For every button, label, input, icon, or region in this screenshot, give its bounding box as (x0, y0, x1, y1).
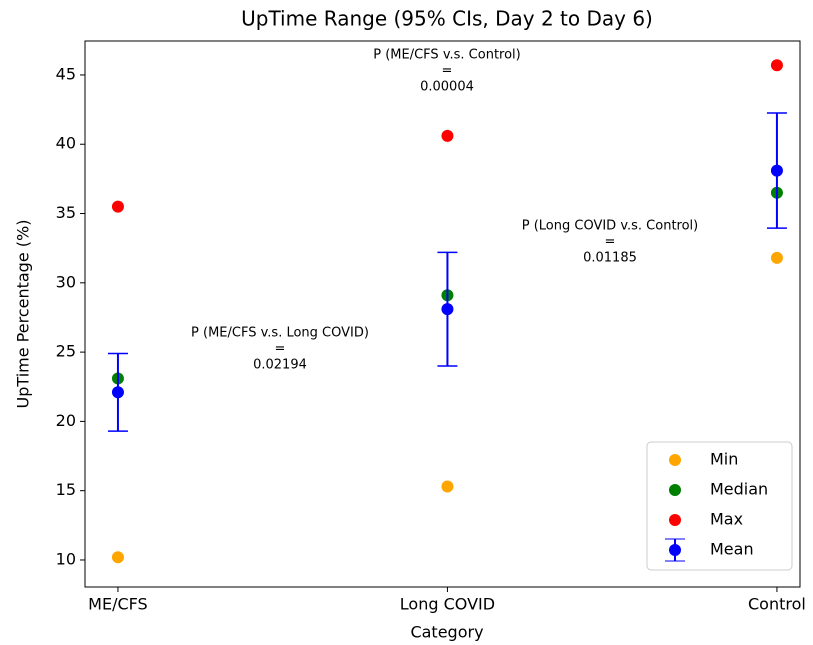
legend-box (646, 441, 793, 571)
y-tick-label: 15 (56, 480, 76, 499)
legend-label: Median (710, 480, 768, 499)
legend-marker (669, 484, 681, 496)
y-tick-label: 40 (56, 134, 76, 153)
annotation: 0.00004 (420, 80, 474, 95)
point (770, 164, 783, 177)
annotation: P (ME/CFS v.s. Long COVID) (191, 326, 369, 341)
y-tick-label: 25 (56, 342, 76, 361)
annotation: 0.02194 (253, 358, 307, 373)
point (770, 59, 783, 72)
annotation: = (605, 235, 616, 250)
x-tick-label: Control (748, 595, 806, 614)
point (441, 129, 454, 142)
legend-label: Min (710, 450, 738, 469)
plot-frame (84, 40, 801, 588)
chart-title: UpTime Range (95% CIs, Day 2 to Day 6) (241, 7, 653, 31)
x-tick-label: ME/CFS (88, 595, 148, 614)
y-tick-label: 30 (56, 272, 76, 291)
x-tick-label: Long COVID (400, 595, 495, 614)
point (441, 303, 454, 316)
annotation: = (275, 342, 286, 357)
y-tick-label: 10 (56, 549, 76, 568)
point (441, 480, 454, 493)
y-axis-label: UpTime Percentage (%) (14, 220, 33, 409)
y-tick-label: 45 (56, 64, 76, 83)
legend-label: Mean (710, 540, 754, 559)
point (111, 551, 124, 564)
y-tick-label: 20 (56, 411, 76, 430)
annotation: 0.01185 (583, 251, 637, 266)
x-axis-label: Category (410, 623, 483, 642)
legend-marker (669, 514, 681, 526)
point (111, 200, 124, 213)
annotation: P (Long COVID v.s. Control) (522, 219, 699, 234)
legend-label: Max (710, 510, 743, 529)
annotation: = (442, 64, 453, 79)
point (770, 251, 783, 264)
legend-marker (669, 454, 681, 466)
point (111, 386, 124, 399)
legend-marker (669, 544, 681, 556)
annotation: P (ME/CFS v.s. Control) (373, 48, 520, 63)
y-tick-label: 35 (56, 203, 76, 222)
